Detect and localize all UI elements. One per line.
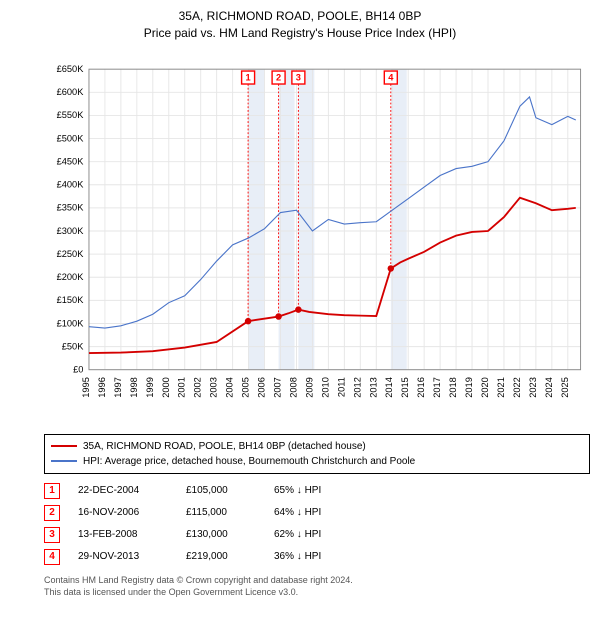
- svg-text:2020: 2020: [480, 377, 490, 398]
- svg-text:£0: £0: [73, 364, 83, 374]
- svg-text:2002: 2002: [193, 377, 203, 398]
- legend-label: HPI: Average price, detached house, Bour…: [83, 454, 415, 469]
- title-line-2: Price paid vs. HM Land Registry's House …: [0, 25, 600, 42]
- svg-text:1: 1: [246, 72, 251, 82]
- sale-hpi-diff: 62% ↓ HPI: [274, 529, 364, 540]
- sale-price: £115,000: [186, 507, 256, 518]
- svg-text:2015: 2015: [400, 377, 410, 398]
- svg-text:2000: 2000: [161, 377, 171, 398]
- sale-date: 16-NOV-2006: [78, 507, 168, 518]
- svg-text:2016: 2016: [416, 377, 426, 398]
- sale-price: £105,000: [186, 485, 256, 496]
- legend-item: HPI: Average price, detached house, Bour…: [51, 454, 583, 469]
- svg-text:£600K: £600K: [57, 87, 85, 97]
- svg-text:2011: 2011: [336, 377, 346, 397]
- sale-price: £219,000: [186, 551, 256, 562]
- svg-text:2024: 2024: [544, 377, 554, 398]
- svg-text:£100K: £100K: [57, 318, 85, 328]
- data-attribution: Contains HM Land Registry data © Crown c…: [44, 574, 590, 599]
- svg-text:2019: 2019: [464, 377, 474, 398]
- legend-box: 35A, RICHMOND ROAD, POOLE, BH14 0BP (det…: [44, 434, 590, 474]
- svg-text:2013: 2013: [368, 377, 378, 398]
- sale-row: 1 22-DEC-2004 £105,000 65% ↓ HPI: [44, 480, 590, 502]
- legend-swatch: [51, 460, 77, 462]
- svg-text:£400K: £400K: [57, 179, 85, 189]
- sale-date: 13-FEB-2008: [78, 529, 168, 540]
- sale-date: 22-DEC-2004: [78, 485, 168, 496]
- svg-text:2: 2: [276, 72, 281, 82]
- svg-text:£350K: £350K: [57, 202, 85, 212]
- sale-price: £130,000: [186, 529, 256, 540]
- svg-text:£250K: £250K: [57, 249, 85, 259]
- svg-text:2010: 2010: [320, 377, 330, 398]
- price-chart: £0 £50K £100K £150K £200K £250K £300K £350K £400…: [50, 50, 588, 426]
- footer-line-1: Contains HM Land Registry data © Crown c…: [44, 574, 590, 587]
- svg-text:3: 3: [296, 72, 301, 82]
- title-line-1: 35A, RICHMOND ROAD, POOLE, BH14 0BP: [0, 8, 600, 25]
- svg-text:2021: 2021: [496, 377, 506, 398]
- svg-text:£550K: £550K: [57, 110, 85, 120]
- legend-swatch: [51, 445, 77, 447]
- sale-row: 4 29-NOV-2013 £219,000 36% ↓ HPI: [44, 546, 590, 568]
- chart-container: £0 £50K £100K £150K £200K £250K £300K £350K £400…: [50, 50, 590, 426]
- svg-text:£450K: £450K: [57, 156, 85, 166]
- svg-text:2004: 2004: [225, 377, 235, 398]
- svg-text:£300K: £300K: [57, 225, 85, 235]
- svg-text:2008: 2008: [288, 377, 298, 398]
- svg-text:1997: 1997: [113, 377, 123, 398]
- chart-title: 35A, RICHMOND ROAD, POOLE, BH14 0BP Pric…: [0, 0, 600, 42]
- sale-hpi-diff: 65% ↓ HPI: [274, 485, 364, 496]
- svg-text:1999: 1999: [145, 377, 155, 398]
- sales-table: 1 22-DEC-2004 £105,000 65% ↓ HPI 2 16-NOV-200…: [44, 480, 590, 568]
- svg-text:£200K: £200K: [57, 272, 85, 282]
- svg-text:2014: 2014: [384, 377, 394, 398]
- legend-label: 35A, RICHMOND ROAD, POOLE, BH14 0BP (det…: [83, 439, 366, 454]
- svg-text:2001: 2001: [177, 377, 187, 398]
- svg-text:1998: 1998: [129, 377, 139, 398]
- svg-text:2006: 2006: [257, 377, 267, 398]
- svg-text:2018: 2018: [448, 377, 458, 398]
- sale-hpi-diff: 64% ↓ HPI: [274, 507, 364, 518]
- svg-text:£650K: £650K: [57, 64, 85, 74]
- sale-marker-icon: 3: [44, 527, 60, 543]
- sale-marker-icon: 2: [44, 505, 60, 521]
- sale-row: 2 16-NOV-2006 £115,000 64% ↓ HPI: [44, 502, 590, 524]
- sale-row: 3 13-FEB-2008 £130,000 62% ↓ HPI: [44, 524, 590, 546]
- sale-date: 29-NOV-2013: [78, 551, 168, 562]
- svg-text:1995: 1995: [81, 377, 91, 398]
- svg-text:2005: 2005: [241, 377, 251, 398]
- svg-text:4: 4: [388, 72, 394, 82]
- svg-text:2025: 2025: [560, 377, 570, 398]
- svg-text:2012: 2012: [352, 377, 362, 398]
- svg-text:2017: 2017: [432, 377, 442, 398]
- legend-item: 35A, RICHMOND ROAD, POOLE, BH14 0BP (det…: [51, 439, 583, 454]
- svg-text:2023: 2023: [528, 377, 538, 398]
- sale-marker-icon: 4: [44, 549, 60, 565]
- footer-line-2: This data is licensed under the Open Gov…: [44, 586, 590, 599]
- svg-text:£150K: £150K: [57, 295, 85, 305]
- svg-text:£50K: £50K: [62, 341, 84, 351]
- svg-text:2022: 2022: [512, 377, 522, 398]
- svg-text:2009: 2009: [304, 377, 314, 398]
- sale-marker-icon: 1: [44, 483, 60, 499]
- sale-hpi-diff: 36% ↓ HPI: [274, 551, 364, 562]
- svg-text:1996: 1996: [97, 377, 107, 398]
- svg-text:£500K: £500K: [57, 133, 85, 143]
- svg-text:2003: 2003: [209, 377, 219, 398]
- svg-text:2007: 2007: [272, 377, 282, 398]
